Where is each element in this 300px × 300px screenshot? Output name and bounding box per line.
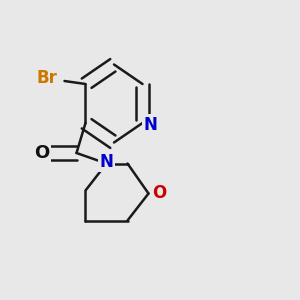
Text: O: O xyxy=(34,144,50,162)
Text: N: N xyxy=(100,153,113,171)
Text: O: O xyxy=(152,184,166,202)
Text: N: N xyxy=(143,116,157,134)
Text: Br: Br xyxy=(36,69,57,87)
